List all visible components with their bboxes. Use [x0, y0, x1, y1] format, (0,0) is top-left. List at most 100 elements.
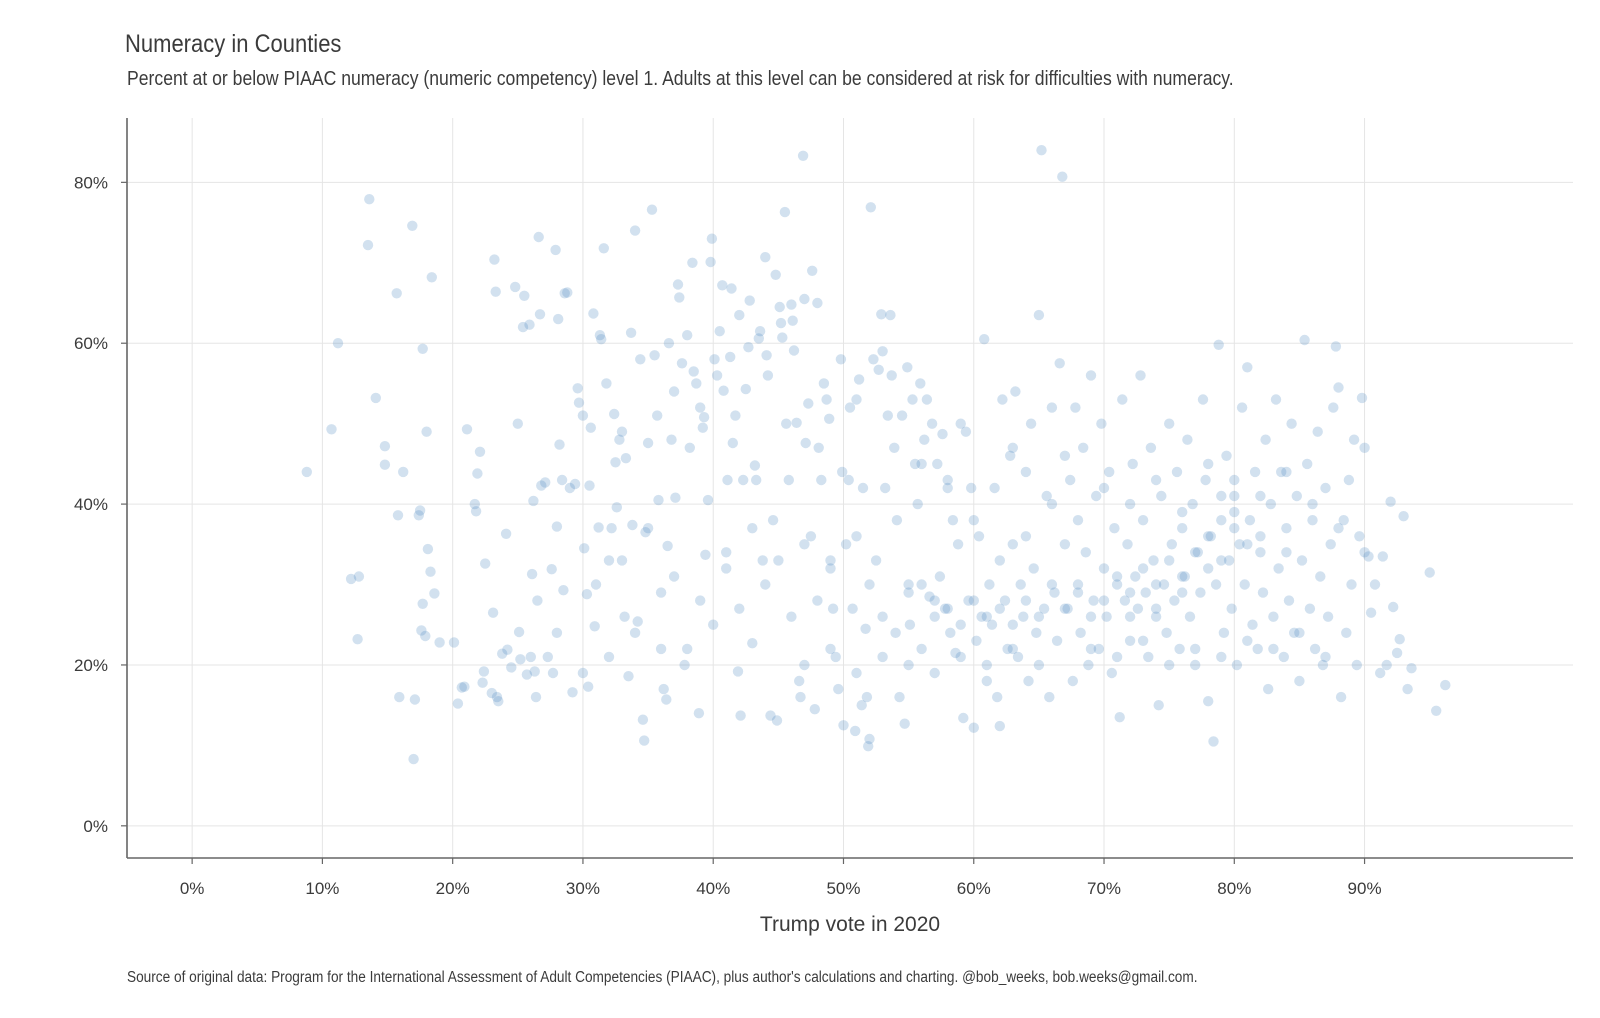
data-point	[619, 611, 630, 622]
data-point	[301, 466, 312, 478]
data-point	[727, 437, 738, 449]
data-point	[968, 515, 979, 526]
data-point	[986, 619, 998, 630]
scatter-points	[301, 145, 1451, 765]
data-point	[596, 334, 607, 345]
data-point	[844, 402, 856, 413]
data-point	[698, 412, 710, 423]
data-point	[1322, 611, 1334, 622]
data-point	[1143, 651, 1154, 663]
data-point	[929, 611, 940, 622]
data-point	[968, 722, 979, 733]
data-point	[795, 691, 806, 703]
data-point	[781, 418, 792, 429]
data-point	[1059, 539, 1071, 550]
data-point	[610, 457, 621, 468]
data-point	[937, 428, 948, 440]
data-point	[1057, 171, 1068, 182]
data-point	[738, 474, 749, 486]
data-point	[847, 603, 858, 614]
data-point	[370, 392, 381, 404]
data-point	[1268, 611, 1279, 622]
data-point	[434, 637, 445, 648]
data-point	[524, 319, 535, 330]
data-point	[1203, 563, 1214, 574]
data-point	[889, 442, 900, 453]
data-point	[757, 555, 768, 566]
data-point	[594, 330, 606, 341]
data-point	[1244, 515, 1256, 526]
data-point	[800, 437, 811, 449]
data-point	[461, 424, 473, 435]
data-point	[945, 627, 956, 638]
data-point	[1046, 498, 1058, 510]
data-point	[1036, 145, 1047, 156]
data-point	[456, 682, 467, 693]
data-point	[997, 394, 1008, 405]
data-point	[1137, 563, 1149, 574]
data-point	[981, 659, 992, 671]
data-point	[932, 458, 943, 470]
data-point	[1229, 474, 1240, 486]
data-point	[1007, 619, 1018, 630]
data-point	[1365, 607, 1377, 618]
data-point	[422, 543, 434, 555]
data-point	[1216, 515, 1227, 526]
data-point	[553, 313, 564, 325]
data-point	[691, 378, 702, 389]
data-point	[603, 651, 615, 663]
data-point	[706, 233, 718, 244]
data-point	[1276, 466, 1287, 478]
data-point	[572, 383, 583, 394]
data-point	[857, 482, 869, 494]
data-point	[1291, 490, 1303, 502]
data-point	[506, 662, 517, 673]
data-point	[976, 611, 987, 622]
data-point	[1088, 595, 1099, 606]
data-point	[994, 720, 1005, 732]
data-point	[1255, 547, 1266, 558]
data-point	[1091, 490, 1102, 502]
data-point	[502, 644, 513, 655]
data-point	[873, 364, 884, 375]
data-point	[459, 681, 470, 692]
data-point	[955, 418, 966, 429]
data-point	[1106, 667, 1118, 679]
data-point	[666, 434, 677, 445]
data-point	[1335, 691, 1347, 703]
data-point	[830, 651, 841, 663]
data-point	[551, 627, 563, 638]
data-point	[620, 453, 632, 464]
data-point	[1020, 595, 1032, 606]
data-point	[824, 413, 835, 424]
data-point	[452, 698, 464, 709]
data-point	[1083, 659, 1094, 671]
data-point	[718, 385, 729, 396]
data-point	[890, 627, 901, 638]
data-point	[542, 651, 553, 663]
data-point	[490, 286, 501, 297]
data-point	[1158, 579, 1170, 590]
data-point	[684, 442, 695, 453]
data-point	[1343, 474, 1355, 486]
data-point	[1033, 659, 1045, 671]
data-point	[526, 568, 538, 580]
data-point	[812, 297, 823, 309]
data-point	[588, 308, 599, 319]
data-point	[429, 588, 440, 599]
data-point	[903, 659, 914, 671]
data-point	[1166, 539, 1178, 550]
data-point	[1085, 370, 1097, 381]
data-point	[1190, 643, 1201, 655]
data-point	[926, 418, 938, 429]
data-point	[771, 715, 783, 726]
data-point	[705, 256, 716, 268]
data-point	[1351, 659, 1363, 671]
data-point	[1229, 523, 1240, 534]
data-point	[1098, 595, 1110, 606]
data-point	[1177, 571, 1188, 582]
data-point	[916, 643, 927, 655]
data-point	[629, 627, 641, 638]
data-point	[797, 150, 809, 161]
data-point	[1184, 611, 1196, 622]
